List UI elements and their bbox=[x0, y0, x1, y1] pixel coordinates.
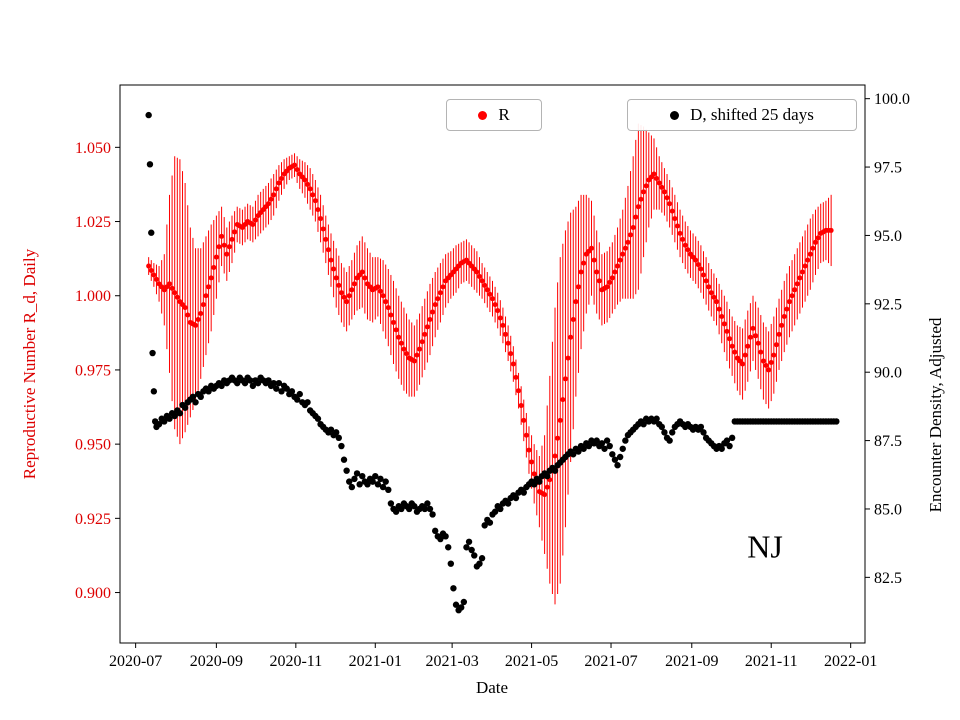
svg-text:2021-07: 2021-07 bbox=[584, 653, 637, 670]
svg-text:2020-11: 2020-11 bbox=[269, 653, 322, 670]
svg-text:2021-03: 2021-03 bbox=[425, 653, 478, 670]
svg-text:85.0: 85.0 bbox=[874, 501, 902, 518]
svg-text:0.950: 0.950 bbox=[75, 437, 111, 454]
svg-text:100.0: 100.0 bbox=[874, 91, 910, 108]
svg-text:0.925: 0.925 bbox=[75, 511, 111, 528]
svg-text:0.975: 0.975 bbox=[75, 362, 111, 379]
svg-text:1.000: 1.000 bbox=[75, 288, 111, 305]
svg-text:82.5: 82.5 bbox=[874, 570, 902, 587]
state-annotation: NJ bbox=[747, 528, 783, 565]
svg-text:1.025: 1.025 bbox=[75, 214, 111, 231]
d-series-marker-icon bbox=[670, 110, 680, 120]
legend-d-series: D, shifted 25 days bbox=[627, 99, 857, 131]
series-R-errorbars bbox=[148, 123, 832, 605]
svg-text:2020-09: 2020-09 bbox=[190, 653, 243, 670]
svg-text:2021-01: 2021-01 bbox=[349, 653, 402, 670]
series-D-markers bbox=[145, 111, 840, 614]
svg-text:0.900: 0.900 bbox=[75, 585, 111, 602]
x-axis-label: Date bbox=[475, 678, 509, 697]
svg-text:95.0: 95.0 bbox=[874, 228, 902, 245]
legend-r-label: R bbox=[498, 105, 510, 124]
svg-text:1.050: 1.050 bbox=[75, 140, 111, 157]
r-series-marker-icon bbox=[478, 110, 488, 120]
svg-text:90.0: 90.0 bbox=[874, 365, 902, 382]
legend-d-label: D, shifted 25 days bbox=[690, 105, 814, 124]
y-axis-label-right: Encounter Density, Adjusted bbox=[926, 317, 945, 513]
legend-r-series: R bbox=[446, 99, 542, 131]
svg-text:87.5: 87.5 bbox=[874, 433, 902, 450]
svg-text:97.5: 97.5 bbox=[874, 160, 902, 177]
series-R-markers bbox=[146, 162, 834, 498]
svg-text:2022-01: 2022-01 bbox=[824, 653, 877, 670]
svg-text:92.5: 92.5 bbox=[874, 296, 902, 313]
svg-text:2021-11: 2021-11 bbox=[745, 653, 798, 670]
svg-text:2021-05: 2021-05 bbox=[505, 653, 558, 670]
y-axis-label-left: Reproductive Number R_d, Daily bbox=[20, 248, 39, 480]
axes: 2020-07 2020-09 2020-11 2021-01 2021-03 2021-… bbox=[75, 84, 910, 670]
svg-text:2021-09: 2021-09 bbox=[665, 653, 718, 670]
svg-text:2020-07: 2020-07 bbox=[109, 653, 162, 670]
